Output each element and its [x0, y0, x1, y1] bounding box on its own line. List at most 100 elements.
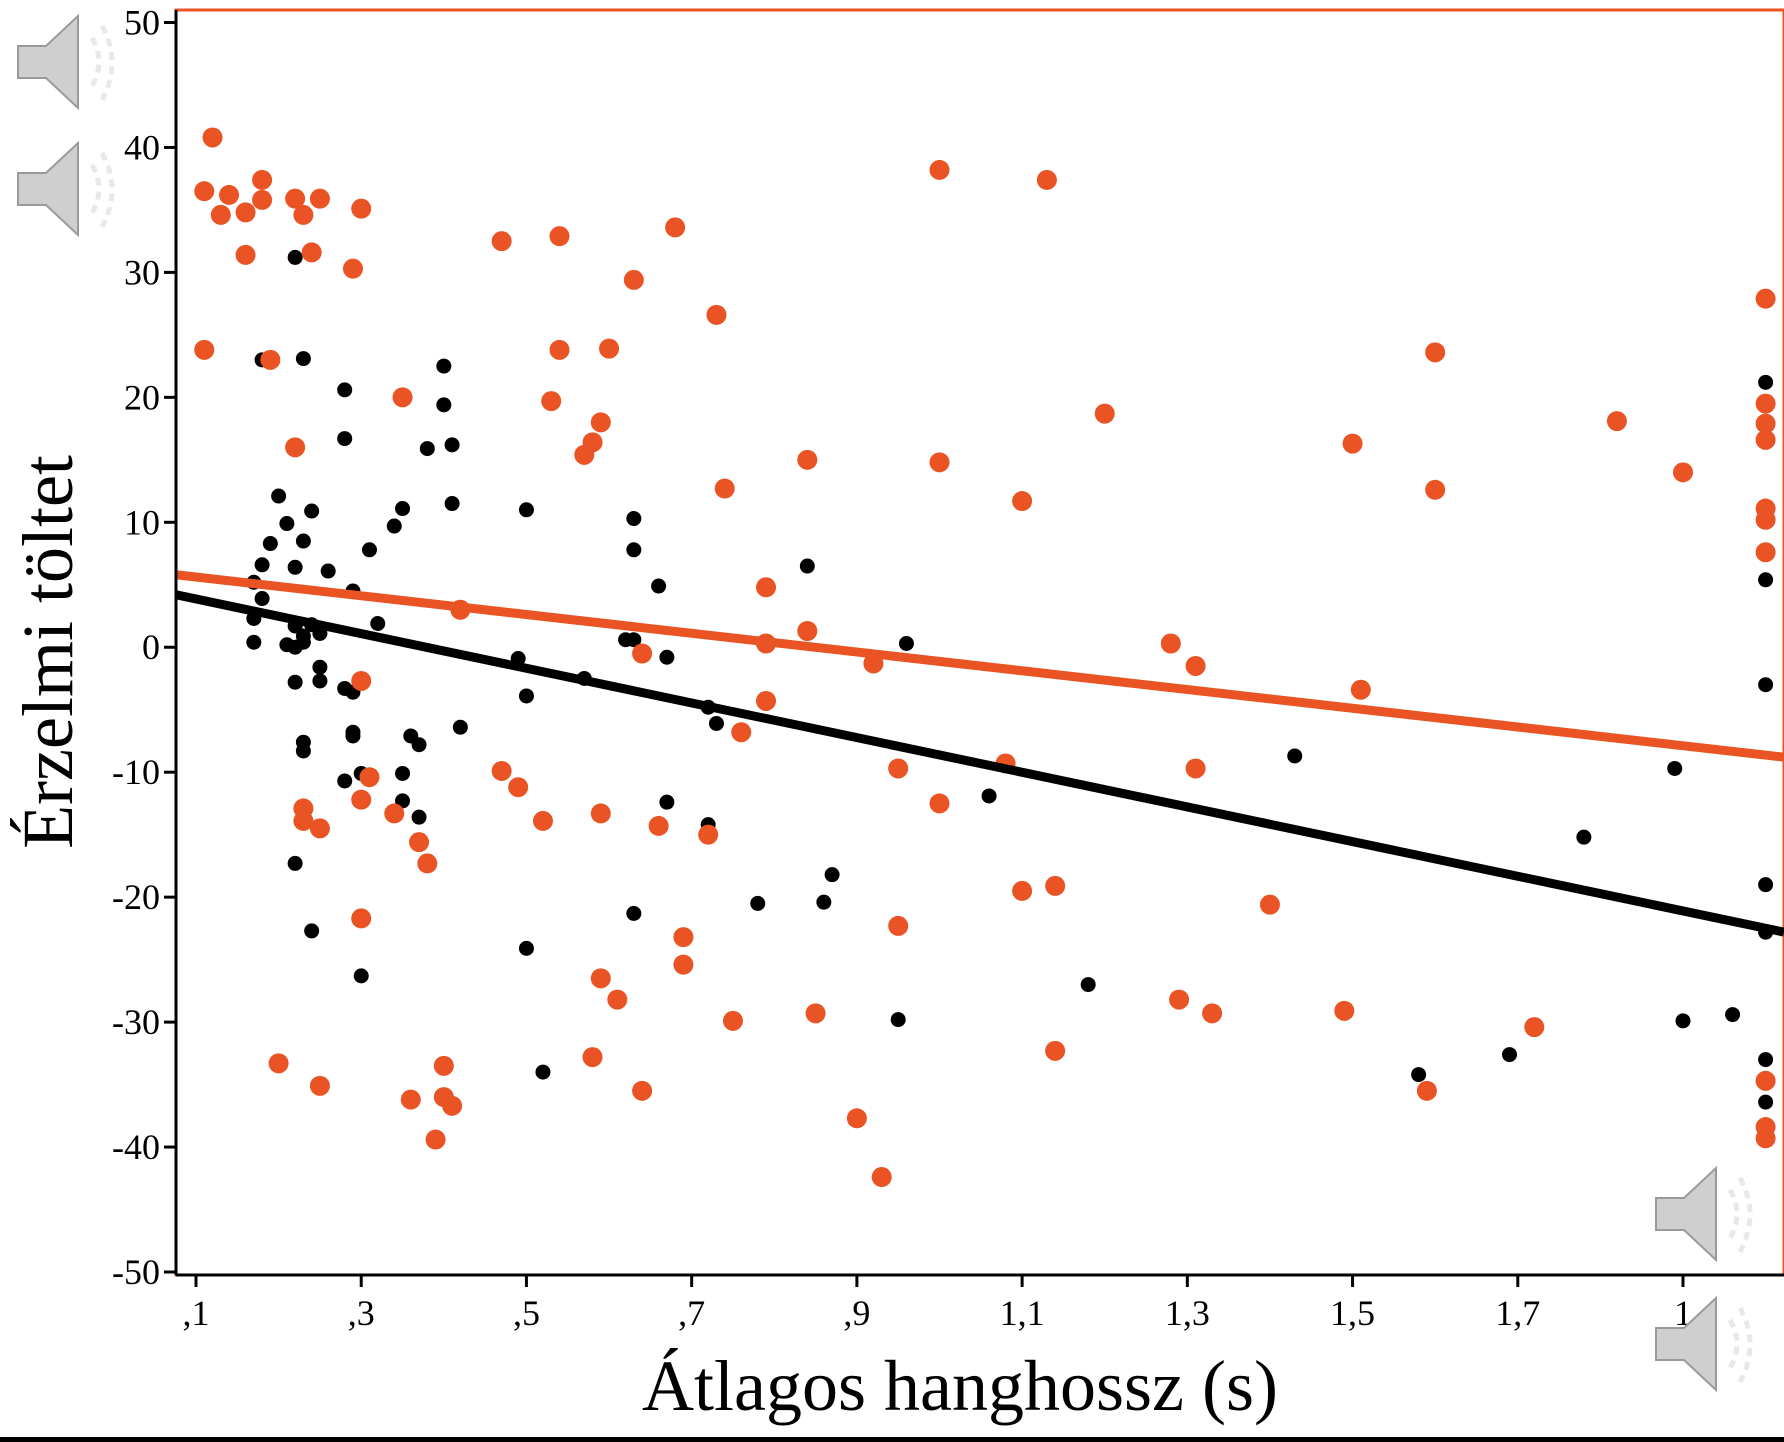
y-tick-label: 50 — [124, 2, 160, 42]
data-point — [846, 1108, 867, 1129]
data-point — [309, 188, 330, 209]
data-point — [708, 715, 724, 731]
speaker-icon[interactable] — [1652, 1290, 1762, 1400]
data-point — [392, 387, 413, 408]
series-0 — [246, 249, 1774, 1110]
data-point — [508, 777, 529, 798]
x-tick-label: 1,7 — [1495, 1293, 1540, 1333]
data-point — [626, 511, 642, 527]
data-point — [1755, 1128, 1776, 1149]
data-point — [898, 635, 914, 651]
series-layer — [175, 127, 1784, 1188]
data-point — [714, 478, 735, 499]
y-tick-label: 10 — [124, 502, 160, 542]
data-point — [419, 441, 435, 457]
data-point — [599, 338, 620, 359]
data-point — [309, 818, 330, 839]
data-point — [433, 1055, 454, 1076]
x-tick-label: ,9 — [843, 1293, 870, 1333]
data-point — [304, 503, 320, 519]
data-point — [518, 940, 534, 956]
y-tick-label: 0 — [142, 627, 160, 667]
data-point — [444, 437, 460, 453]
data-point — [1259, 894, 1280, 915]
data-point — [287, 674, 303, 690]
data-point — [929, 793, 950, 814]
data-point — [1045, 875, 1066, 896]
data-point — [750, 895, 766, 911]
data-point — [320, 563, 336, 579]
data-point — [582, 1047, 603, 1068]
data-point — [252, 169, 273, 190]
x-tick-label: ,7 — [678, 1293, 705, 1333]
data-point — [731, 722, 752, 743]
data-point — [698, 824, 719, 845]
x-axis-title: Átlagos hanghossz (s) — [642, 1346, 1278, 1426]
data-point — [411, 737, 427, 753]
axis-layer: -50 -40 -30 -20 -10 0 10 20 30 40 50 ,1 ,3 ,5 ,7 ,9 1,1 1… — [112, 2, 1784, 1333]
data-point — [1012, 491, 1033, 512]
data-point — [491, 760, 512, 781]
data-point — [626, 632, 642, 648]
data-point — [1524, 1017, 1545, 1038]
data-point — [626, 542, 642, 558]
data-point — [607, 989, 628, 1010]
x-tick-label: ,1 — [183, 1293, 210, 1333]
y-tick-label: -20 — [112, 877, 160, 917]
y-tick-label: -50 — [112, 1252, 160, 1292]
data-point — [590, 968, 611, 989]
y-axis-title: Érzelmi töltet — [8, 455, 88, 849]
data-point — [293, 810, 314, 831]
data-point — [337, 431, 353, 447]
data-point — [194, 339, 215, 360]
data-point — [279, 516, 295, 532]
data-point — [1334, 1000, 1355, 1021]
data-point — [254, 591, 270, 607]
data-point — [285, 188, 306, 209]
y-tick-label: 20 — [124, 377, 160, 417]
data-point — [1755, 509, 1776, 530]
data-point — [425, 1129, 446, 1150]
speaker-icon[interactable] — [1652, 1160, 1762, 1270]
speaker-icon[interactable] — [14, 8, 124, 118]
data-point — [386, 518, 402, 534]
data-point — [384, 803, 405, 824]
data-point — [409, 832, 430, 853]
data-point — [1416, 1080, 1437, 1101]
data-point — [824, 867, 840, 883]
data-point — [1350, 679, 1371, 700]
data-point — [295, 743, 311, 759]
data-point — [287, 559, 303, 575]
data-point — [929, 159, 950, 180]
data-point — [1673, 462, 1693, 483]
y-tick-label: -10 — [112, 752, 160, 792]
data-point — [1502, 1047, 1518, 1063]
data-point — [1755, 429, 1776, 450]
data-point — [1185, 758, 1206, 779]
data-point — [293, 204, 314, 225]
data-point — [888, 758, 909, 779]
data-point — [1758, 1052, 1774, 1068]
data-point — [541, 391, 562, 412]
data-point — [890, 1012, 906, 1028]
data-point — [491, 231, 512, 252]
data-point — [659, 649, 675, 665]
speaker-icon[interactable] — [14, 135, 124, 245]
data-point — [1080, 977, 1096, 993]
data-point — [518, 688, 534, 704]
data-point — [706, 304, 727, 325]
data-point — [1411, 1067, 1427, 1083]
x-tick-label: 1,1 — [1000, 1293, 1045, 1333]
series-1 — [194, 127, 1776, 1188]
x-tick-label: 1,3 — [1165, 1293, 1210, 1333]
data-point — [337, 382, 353, 398]
data-point — [395, 501, 411, 517]
data-point — [202, 127, 223, 148]
x-tick-label: ,5 — [513, 1293, 540, 1333]
data-point — [590, 803, 611, 824]
data-point — [756, 577, 777, 598]
data-point — [981, 788, 997, 804]
data-point — [260, 349, 281, 370]
